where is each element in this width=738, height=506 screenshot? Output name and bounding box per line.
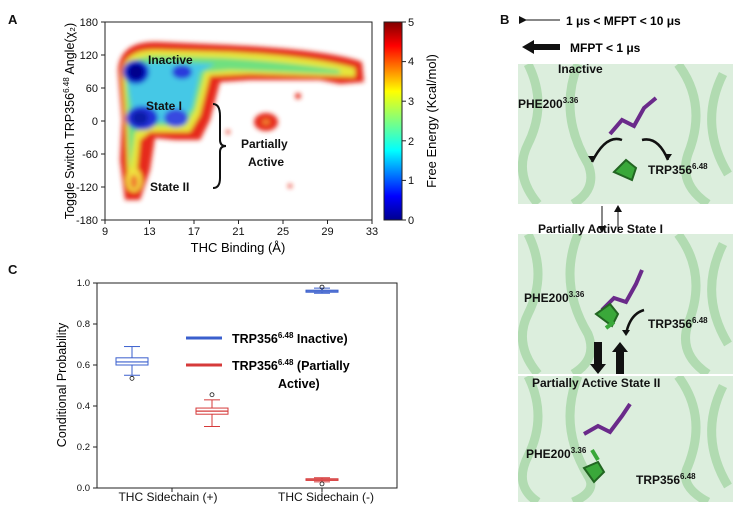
- label-phe-partial-1: PHE2003.36: [524, 290, 585, 305]
- colorbar-tick: 3: [408, 96, 414, 108]
- boxplot-frame: [96, 282, 398, 489]
- panel-a-heatmap: 9 13 17 21 25 29 33 THC Binding (Å) 180 …: [62, 17, 439, 255]
- panel-a-letter: A: [8, 12, 18, 27]
- y-tick-label: -60: [82, 149, 98, 161]
- colorbar-tick: 2: [408, 136, 414, 148]
- x-tick-label: 21: [232, 226, 244, 238]
- x-tick-label: 13: [143, 226, 155, 238]
- x-tick-label: 9: [102, 226, 108, 238]
- colorbar-tick: 1: [408, 175, 414, 187]
- structure-inactive: [518, 64, 733, 204]
- annotation-partially: Partially: [241, 137, 288, 151]
- annotation-state2: State II: [150, 180, 189, 194]
- annotation-inactive: Inactive: [148, 53, 193, 67]
- label-trp-partial-2: TRP3566.48: [636, 472, 696, 487]
- panel-c-letter: C: [8, 262, 18, 277]
- x-axis-label: THC Binding (Å): [191, 240, 286, 255]
- x-tick-label: 25: [277, 226, 289, 238]
- y-tick-label: 0.4: [77, 401, 90, 412]
- box-outlier: [209, 392, 215, 398]
- y-tick-label: 0.8: [77, 319, 90, 330]
- label-inactive: Inactive: [558, 62, 603, 76]
- transition-arrows-1: [598, 205, 622, 233]
- annotation-active: Active: [248, 155, 284, 169]
- label-trp-partial-1: TRP3566.48: [648, 316, 708, 331]
- y-tick-label: 0.6: [77, 360, 90, 371]
- y-tick-label: 1.0: [77, 278, 90, 289]
- y-tick-label: 0: [92, 116, 98, 128]
- label-partial-1: Partially Active State I: [538, 222, 663, 236]
- legend-label-inactive: TRP3566.48 Inactive): [232, 331, 348, 346]
- colorbar: [383, 21, 403, 221]
- x-tick-label: 17: [188, 226, 200, 238]
- y-tick-label: 120: [80, 50, 98, 62]
- y-tick-label: 0.0: [77, 483, 90, 494]
- y-axis-label: Toggle Switch TRP3566.48 Angle(χ₂): [62, 23, 77, 219]
- annotation-state1: State I: [146, 99, 182, 113]
- label-partial-2: Partially Active State II: [532, 376, 661, 390]
- legend-label-partially-active-2: Active): [278, 377, 320, 391]
- panel-b-letter: B: [500, 12, 510, 27]
- panel-b-legend: 1 μs < MFPT < 10 μs MFPT < 1 μs: [519, 14, 681, 55]
- box-outlier: [319, 284, 325, 290]
- y-tick-label: 0.2: [77, 442, 90, 453]
- boxplot-boxes: [115, 284, 339, 487]
- legend-label-partially-active: TRP3566.48 (Partially: [232, 358, 350, 373]
- colorbar-tick: 5: [408, 17, 414, 29]
- transition-arrows-2: [590, 342, 628, 374]
- label-trp-inactive: TRP3566.48: [648, 162, 708, 177]
- x-category-label: THC Sidechain (+): [118, 490, 217, 504]
- label-phe-partial-2: PHE2003.36: [526, 446, 587, 461]
- colorbar-tick: 0: [408, 215, 414, 227]
- structure-partial-2: [518, 376, 733, 502]
- box-outlier: [319, 481, 325, 487]
- panel-c-boxplot: 1.0 0.8 0.6 0.4 0.2 0.0 Conditional Prob…: [55, 278, 398, 504]
- y-tick-label: -120: [76, 182, 98, 194]
- y-tick-label: 60: [86, 83, 98, 95]
- heatmap-x-ticks: [104, 220, 373, 224]
- x-category-label: THC Sidechain (-): [278, 490, 374, 504]
- label-phe-inactive: PHE2003.36: [518, 96, 579, 111]
- y-axis-label: Conditional Probability: [55, 322, 69, 447]
- colorbar-tick: 4: [408, 56, 414, 68]
- energy-landscape: [118, 41, 364, 200]
- x-tick-label: 33: [366, 226, 378, 238]
- partially-active-brace: [212, 103, 227, 189]
- box-outlier: [129, 375, 135, 381]
- x-tick-label: 29: [321, 226, 333, 238]
- y-tick-label: -180: [76, 215, 98, 227]
- legend-thick-label: MFPT < 1 μs: [570, 41, 641, 55]
- colorbar-label: Free Energy (Kcal/mol): [424, 54, 439, 188]
- boxplot-legend: TRP3566.48 Inactive) TRP3566.48 (Partial…: [186, 331, 350, 391]
- thick-arrow: [522, 40, 560, 54]
- y-tick-label: 180: [80, 17, 98, 29]
- heatmap-y-ticks: [101, 21, 105, 221]
- legend-thin-label: 1 μs < MFPT < 10 μs: [566, 14, 681, 28]
